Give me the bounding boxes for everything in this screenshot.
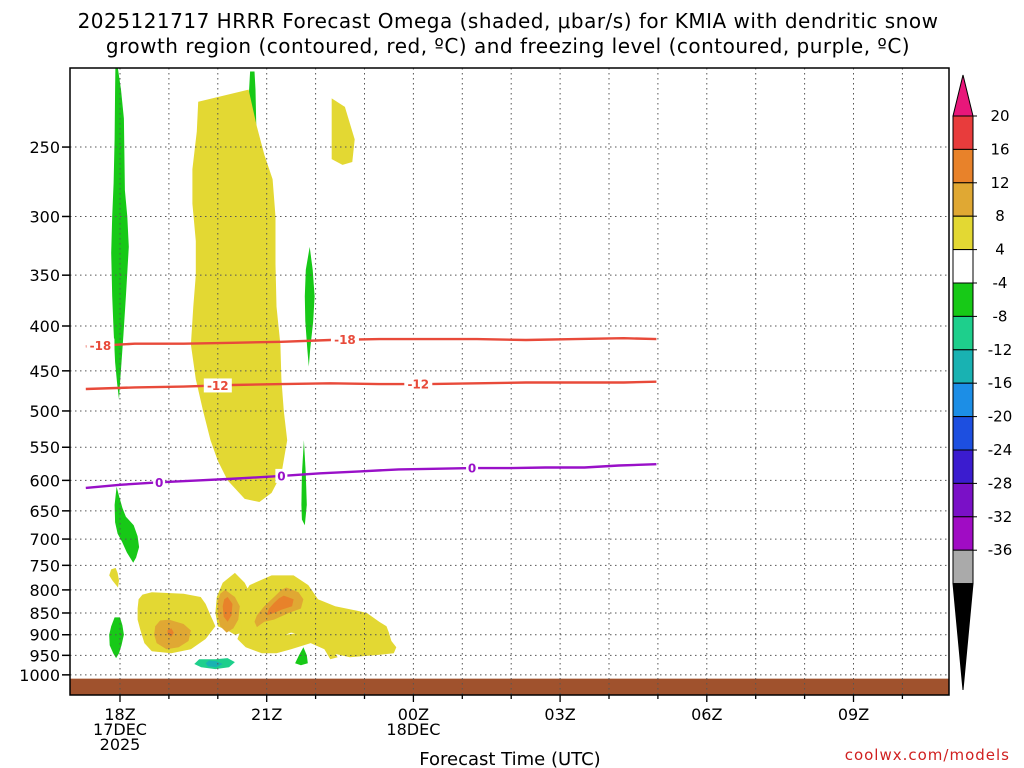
y-tick-label: 550 — [29, 438, 60, 457]
contour-label: 0 — [155, 476, 163, 490]
colorbar-label: -4 — [993, 274, 1008, 292]
y-tick-label: 800 — [29, 581, 60, 600]
contour-label: -18 — [90, 339, 112, 353]
colorbar-label: -20 — [988, 408, 1013, 426]
colorbar-box — [952, 349, 974, 384]
contour-label: 0 — [277, 469, 285, 483]
colorbar-box — [952, 416, 974, 451]
x-axis-label: Forecast Time (UTC) — [419, 749, 600, 768]
x-tick-label: 03Z — [544, 705, 575, 724]
colorbar-label: -8 — [993, 307, 1008, 325]
omega-region-4to8-0 — [109, 567, 119, 588]
colorbar-label: -28 — [988, 474, 1013, 492]
plot-area: -18 -18 -12 -12 0 0 0 — [70, 68, 949, 695]
contour-label: -12 — [207, 379, 229, 393]
contour-label: 0 — [468, 462, 476, 476]
colorbar-box — [952, 482, 974, 518]
y-tick-label: 300 — [29, 207, 60, 226]
omega-region--12to-16-0 — [205, 660, 223, 668]
colorbar-label: -32 — [988, 508, 1013, 526]
y-tick-label: 600 — [29, 471, 60, 490]
contour-line-0 — [85, 337, 657, 348]
x-tick-label: 09Z — [838, 705, 869, 724]
contour-label-bg — [275, 468, 288, 483]
colorbar-cap-bottom — [952, 583, 974, 691]
omega-shading — [109, 68, 397, 670]
y-axis-pressure: 250 300 350 400 450 500 550 600 650 700 750 800 850 9… — [19, 138, 70, 685]
colorbar-label: -16 — [988, 374, 1013, 392]
omega-region-12to16-2 — [266, 595, 294, 616]
omega-region--4to-8-1 — [114, 486, 140, 563]
contour-label-bg — [404, 377, 433, 392]
x-tick-label: 18DEC — [386, 720, 440, 739]
colorbar-box — [952, 449, 974, 484]
contour-label-bg — [203, 378, 232, 393]
contour-label: -18 — [334, 333, 356, 347]
omega-region--4to-8-2 — [109, 617, 124, 659]
colorbar-box — [952, 215, 974, 251]
colorbar-box — [952, 148, 974, 184]
colorbar-label: -24 — [988, 441, 1013, 459]
y-tick-label: 450 — [29, 362, 60, 381]
colorbar-label: -36 — [988, 541, 1013, 559]
y-tick-label: 900 — [29, 626, 60, 645]
x-tick-label: 2025 — [100, 735, 141, 754]
colorbar-box — [952, 516, 974, 551]
y-tick-label: 1000 — [19, 666, 60, 685]
x-tick-label: 06Z — [691, 705, 722, 724]
y-tick-label: 250 — [29, 138, 60, 157]
contour-line-2 — [85, 463, 657, 490]
y-tick-label: 400 — [29, 317, 60, 336]
colorbar-label: 4 — [995, 241, 1005, 259]
colorbar-box — [952, 282, 974, 317]
colorbar-label: 12 — [990, 174, 1009, 192]
omega-region-12to16-0 — [167, 628, 174, 637]
colorbar-label: 20 — [990, 107, 1009, 125]
contour-label-bg — [330, 332, 359, 347]
y-tick-label: 650 — [29, 502, 60, 521]
colorbar-box — [952, 182, 974, 217]
credit-watermark: coolwx.com/models — [845, 746, 1010, 764]
colorbar-legend: 20 16 12 8 4 -4 -8 -12 -16 -20 -24 -28 -32 -36 — [952, 74, 1013, 691]
colorbar-box — [952, 549, 974, 585]
omega-region-4to8-4 — [331, 98, 355, 165]
x-tick-label: 00Z — [398, 705, 429, 724]
y-tick-label: 500 — [29, 402, 60, 421]
y-tick-label: 700 — [29, 530, 60, 549]
contour-label-bg — [86, 338, 115, 353]
y-tick-label: 750 — [29, 556, 60, 575]
colorbar-box — [952, 249, 974, 284]
x-tick-label: 17DEC — [93, 720, 147, 739]
plot-frame — [69, 67, 950, 696]
colorbar-label: 8 — [995, 207, 1005, 225]
ground-layer — [70, 678, 949, 695]
colorbar-box — [952, 115, 974, 150]
omega-region--4to-8-5 — [304, 246, 315, 367]
y-tick-label: 950 — [29, 646, 60, 665]
contour-label: -12 — [407, 378, 429, 392]
ground-fill — [70, 678, 949, 695]
omega-region--4to-8-4 — [301, 440, 307, 526]
omega-region-4to8-3 — [190, 89, 288, 502]
chart-title-line-2: growth region (contoured, red, ºC) and f… — [106, 34, 910, 58]
x-tick-label: 18Z — [104, 705, 135, 724]
contour-line-1 — [85, 380, 657, 391]
omega-region--4to-8-6 — [295, 647, 308, 666]
y-tick-label: 850 — [29, 604, 60, 623]
colorbar-cap-top — [952, 74, 974, 117]
y-tick-label: 350 — [29, 266, 60, 285]
colorbar-box — [952, 315, 974, 351]
colorbar-box — [952, 382, 974, 418]
colorbar-label: -12 — [988, 341, 1013, 359]
x-tick-label: 21Z — [251, 705, 282, 724]
omega-region-12to16-1 — [222, 597, 233, 622]
contour-label-bg — [466, 461, 479, 476]
chart-title-line-1: 2025121717 HRRR Forecast Omega (shaded, … — [78, 9, 939, 33]
temperature-contours: -18 -18 -12 -12 0 0 0 — [85, 332, 657, 490]
contour-label-bg — [153, 475, 166, 490]
colorbar-label: 16 — [990, 140, 1009, 158]
